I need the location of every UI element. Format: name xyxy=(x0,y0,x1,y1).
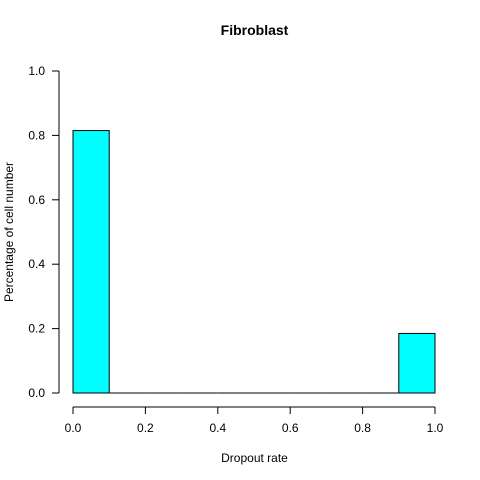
y-tick-label: 0.8 xyxy=(28,128,45,142)
x-tick-label: 0.2 xyxy=(137,421,154,435)
x-tick-label: 1.0 xyxy=(427,421,444,435)
x-tick-label: 0.6 xyxy=(282,421,299,435)
x-tick-label: 0.4 xyxy=(209,421,226,435)
y-axis: 0.0 0.2 0.4 0.6 0.8 1.0 xyxy=(28,64,60,400)
x-tick-label: 0.0 xyxy=(65,421,82,435)
y-tick-label: 1.0 xyxy=(28,64,45,78)
y-axis-label: Percentage of cell number xyxy=(2,162,16,302)
y-tick-label: 0.2 xyxy=(28,322,45,336)
x-tick-label: 0.8 xyxy=(354,421,371,435)
y-tick-label: 0.6 xyxy=(28,193,45,207)
histogram-bar-0 xyxy=(72,130,110,394)
x-axis: 0.0 0.2 0.4 0.6 0.8 1.0 xyxy=(65,406,444,435)
chart-title: Fibroblast xyxy=(221,22,289,38)
y-tick-label: 0.0 xyxy=(28,386,45,400)
bars-group xyxy=(72,130,436,394)
y-tick-label: 0.4 xyxy=(28,257,45,271)
histogram-bar-9 xyxy=(398,332,436,394)
x-axis-label: Dropout rate xyxy=(221,451,288,465)
